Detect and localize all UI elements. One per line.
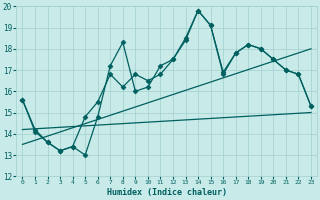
X-axis label: Humidex (Indice chaleur): Humidex (Indice chaleur) [107,188,227,197]
